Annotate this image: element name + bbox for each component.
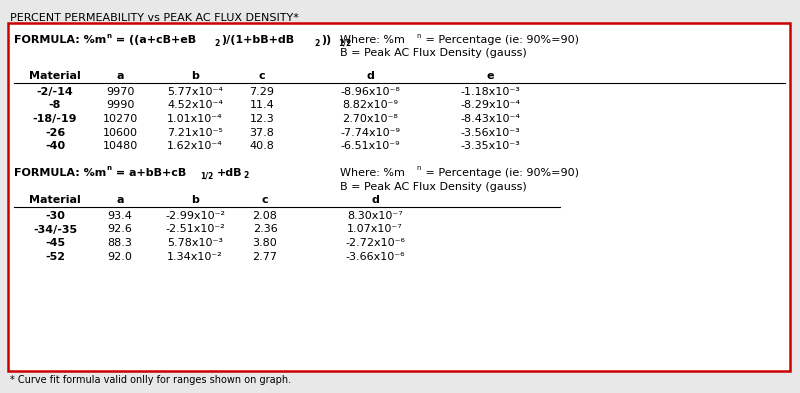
FancyBboxPatch shape [8,23,790,371]
Text: -8.43x10⁻⁴: -8.43x10⁻⁴ [460,114,520,124]
Text: 10480: 10480 [102,141,138,151]
Text: a: a [116,71,124,81]
Text: 11.4: 11.4 [250,101,274,110]
Text: 1.34x10⁻²: 1.34x10⁻² [167,252,223,261]
Text: 92.0: 92.0 [107,252,133,261]
Text: 88.3: 88.3 [107,238,133,248]
Text: 9970: 9970 [106,87,134,97]
Text: Where: %m: Where: %m [340,168,405,178]
Text: -30: -30 [45,211,65,221]
Text: 40.8: 40.8 [250,141,274,151]
Text: -40: -40 [45,141,65,151]
Text: B = Peak AC Flux Density (gauss): B = Peak AC Flux Density (gauss) [340,182,526,191]
Text: 2.36: 2.36 [253,224,278,235]
Text: n: n [416,33,421,39]
Text: -52: -52 [45,252,65,261]
Text: -45: -45 [45,238,65,248]
Text: 7.21x10⁻⁵: 7.21x10⁻⁵ [167,127,223,138]
Text: c: c [262,195,268,205]
Text: -8: -8 [49,101,61,110]
Text: PERCENT PERMEABILITY vs PEAK AC FLUX DENSITY*: PERCENT PERMEABILITY vs PEAK AC FLUX DEN… [10,13,299,23]
Text: 1/2: 1/2 [338,39,351,48]
Text: 2.08: 2.08 [253,211,278,221]
Text: 3.80: 3.80 [253,238,278,248]
Text: )/(1+bB+dB: )/(1+bB+dB [221,35,294,45]
Text: = Percentage (ie: 90%=90): = Percentage (ie: 90%=90) [422,35,579,45]
Text: 8.30x10⁻⁷: 8.30x10⁻⁷ [347,211,403,221]
Text: 92.6: 92.6 [107,224,133,235]
Text: -26: -26 [45,127,65,138]
Text: -2.51x10⁻²: -2.51x10⁻² [165,224,225,235]
Text: 12.3: 12.3 [250,114,274,124]
Text: 5.78x10⁻³: 5.78x10⁻³ [167,238,223,248]
Text: n: n [106,165,111,171]
Text: -1.18x10⁻³: -1.18x10⁻³ [460,87,520,97]
Text: -34/-35: -34/-35 [33,224,77,235]
Text: n: n [416,165,421,171]
Text: 1.62x10⁻⁴: 1.62x10⁻⁴ [167,141,223,151]
Text: -2.99x10⁻²: -2.99x10⁻² [165,211,225,221]
Text: -8.96x10⁻⁸: -8.96x10⁻⁸ [340,87,400,97]
Text: d: d [371,195,379,205]
Text: Material: Material [29,71,81,81]
Text: 1/2: 1/2 [200,171,214,180]
Text: 2: 2 [214,39,219,48]
Text: b: b [191,71,199,81]
Text: e: e [486,71,494,81]
Text: -3.66x10⁻⁶: -3.66x10⁻⁶ [346,252,405,261]
Text: +dB: +dB [217,168,242,178]
Text: 37.8: 37.8 [250,127,274,138]
Text: FORMULA: %m: FORMULA: %m [14,168,106,178]
Text: 93.4: 93.4 [107,211,133,221]
Text: 2.77: 2.77 [253,252,278,261]
Text: b: b [191,195,199,205]
Text: -2/-14: -2/-14 [37,87,74,97]
Text: -3.56x10⁻³: -3.56x10⁻³ [460,127,520,138]
Text: -2.72x10⁻⁶: -2.72x10⁻⁶ [345,238,405,248]
Text: a: a [116,195,124,205]
Text: -6.51x10⁻⁹: -6.51x10⁻⁹ [340,141,400,151]
Text: c: c [258,71,266,81]
Text: 5.77x10⁻⁴: 5.77x10⁻⁴ [167,87,223,97]
Text: -7.74x10⁻⁹: -7.74x10⁻⁹ [340,127,400,138]
Text: 1.07x10⁻⁷: 1.07x10⁻⁷ [347,224,403,235]
Text: -8.29x10⁻⁴: -8.29x10⁻⁴ [460,101,520,110]
Text: = ((a+cB+eB: = ((a+cB+eB [112,35,196,45]
Text: 2.70x10⁻⁸: 2.70x10⁻⁸ [342,114,398,124]
Text: 9990: 9990 [106,101,134,110]
Text: 1.01x10⁻⁴: 1.01x10⁻⁴ [167,114,223,124]
Text: -18/-19: -18/-19 [33,114,78,124]
Text: B = Peak AC Flux Density (gauss): B = Peak AC Flux Density (gauss) [340,48,526,59]
Text: 8.82x10⁻⁹: 8.82x10⁻⁹ [342,101,398,110]
Text: 7.29: 7.29 [250,87,274,97]
Text: 2: 2 [314,39,319,48]
Text: 10270: 10270 [102,114,138,124]
Text: FORMULA: %m: FORMULA: %m [14,35,106,45]
Text: Material: Material [29,195,81,205]
Text: d: d [366,71,374,81]
Text: )): )) [321,35,331,45]
Text: = Percentage (ie: 90%=90): = Percentage (ie: 90%=90) [422,168,579,178]
Text: Where: %m: Where: %m [340,35,405,45]
Text: n: n [106,33,111,39]
Text: 2: 2 [243,171,248,180]
Text: 10600: 10600 [102,127,138,138]
Text: -3.35x10⁻³: -3.35x10⁻³ [460,141,520,151]
Text: * Curve fit formula valid onlly for ranges shown on graph.: * Curve fit formula valid onlly for rang… [10,375,291,385]
Text: 4.52x10⁻⁴: 4.52x10⁻⁴ [167,101,223,110]
Text: = a+bB+cB: = a+bB+cB [112,168,186,178]
